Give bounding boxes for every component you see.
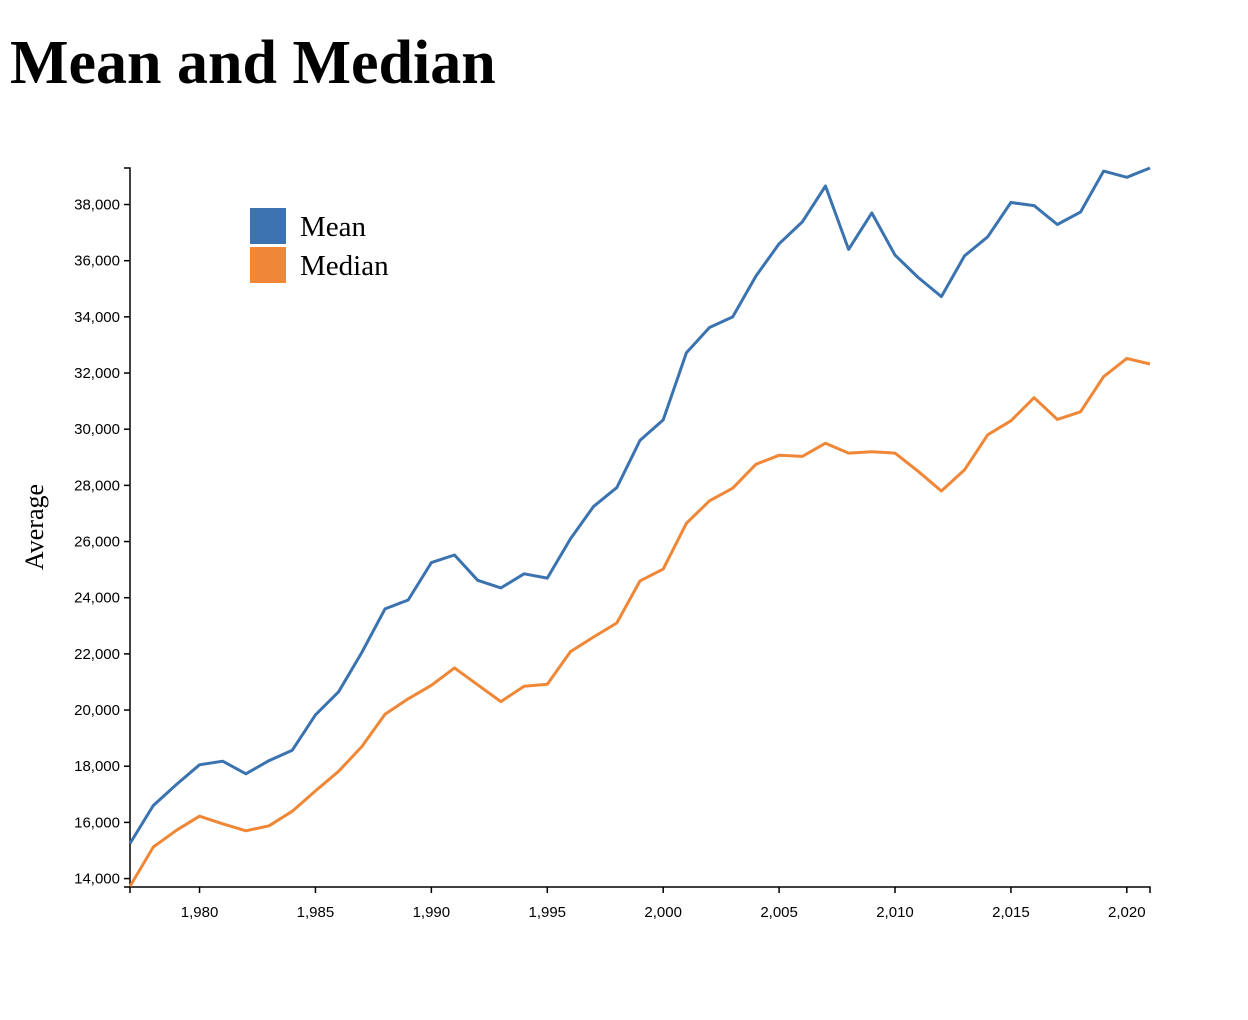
y-tick-label: 16,000 [74,814,120,831]
y-tick-label: 34,000 [74,309,120,326]
legend-swatch-median [250,247,286,283]
x-tick-label: 1,990 [413,904,451,921]
y-tick-label: 22,000 [74,646,120,663]
x-axis-line [129,886,1151,893]
legend: Mean Median [250,208,389,283]
chart-lines [128,166,1151,888]
x-tick-label: 1,985 [297,904,335,921]
series-line-median [128,356,1151,888]
x-tick-label: 1,980 [181,904,219,921]
x-tick-label: 2,020 [1108,904,1146,921]
y-axis: 14,000 16,000 18,000 20,000 22,000 24,000 26,0… [74,167,131,888]
series-line-mean [128,166,1151,845]
y-tick-label: 14,000 [74,871,120,888]
y-tick-label: 20,000 [74,702,120,719]
legend-label-mean: Mean [300,211,367,243]
legend-label-median: Median [300,250,389,282]
y-tick-label: 18,000 [74,758,120,775]
y-axis-title: Average [20,484,49,570]
y-axis-line [124,167,131,888]
x-tick-label: 2,015 [992,904,1030,921]
x-tick-label: 2,000 [644,904,682,921]
y-tick-label: 30,000 [74,421,120,438]
y-tick-label: 24,000 [74,590,120,607]
x-tick-label: 2,010 [876,904,914,921]
x-axis: 1,980 1,985 1,990 1,995 2,000 2,005 2,010 2,015… [129,886,1151,921]
page-title: Mean and Median [10,29,496,97]
x-tick-label: 1,995 [528,904,566,921]
y-tick-label: 26,000 [74,534,120,551]
legend-swatch-mean [250,208,286,244]
y-tick-label: 28,000 [74,477,120,494]
y-tick-label: 36,000 [74,253,120,270]
x-tick-label: 2,005 [760,904,798,921]
y-tick-label: 32,000 [74,365,120,382]
y-tick-label: 38,000 [74,197,120,214]
